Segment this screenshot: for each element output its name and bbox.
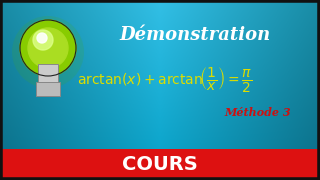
Circle shape [28,28,68,68]
Bar [36,82,60,96]
Text: $\mathrm{arctan}(x)+\mathrm{arctan}\!\left(\dfrac{1}{x}\right)=\dfrac{\pi}{2}$: $\mathrm{arctan}(x)+\mathrm{arctan}\!\le… [77,66,253,94]
Bar [38,64,58,82]
Circle shape [37,33,47,43]
Text: Démonstration: Démonstration [119,26,271,44]
Circle shape [20,20,76,76]
Text: COURS: COURS [122,155,198,174]
Text: Méthode 3: Méthode 3 [225,107,291,118]
Bar [0,149,320,180]
Ellipse shape [12,16,84,88]
Circle shape [33,30,53,50]
